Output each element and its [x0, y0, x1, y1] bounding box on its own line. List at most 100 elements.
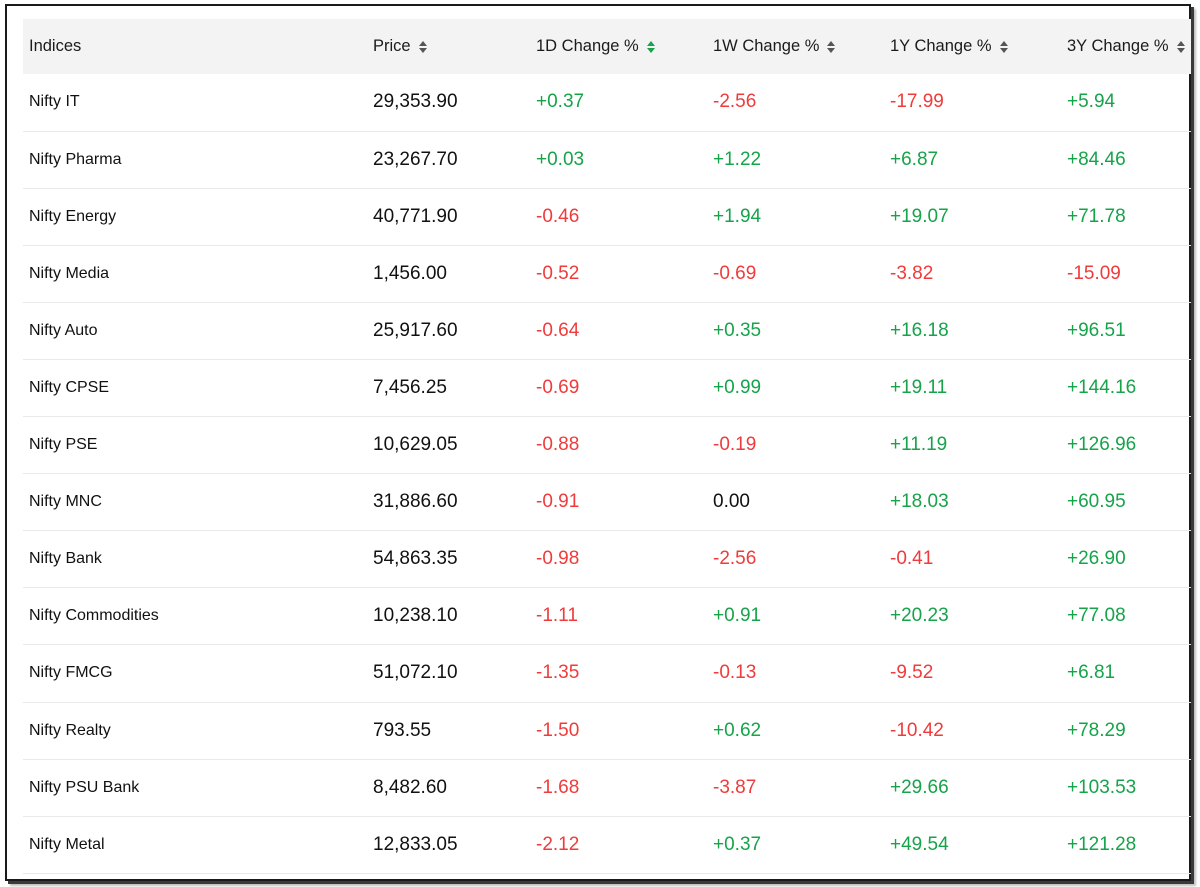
change-1y-cell: -3.82 — [890, 262, 934, 284]
price-cell: 12,833.05 — [373, 833, 458, 855]
table-row[interactable]: Nifty MNC 31,886.60 -0.91 0.00 +18.03 +60.95 — [23, 474, 1191, 531]
table-row[interactable]: Nifty CPSE 7,456.25 -0.69 +0.99 +19.11 +144.1… — [23, 359, 1191, 417]
change-3y-cell: +121.28 — [1067, 833, 1137, 855]
price-cell: 25,917.60 — [373, 319, 458, 341]
change-3y-cell: +96.51 — [1067, 319, 1126, 341]
price-cell: 1,456.00 — [373, 262, 447, 284]
column-header-label: 1W Change % — [713, 37, 820, 55]
change-1w-cell: +0.37 — [713, 833, 762, 855]
indices-table: Indices Price 1D Change % 1W Change % 1Y… — [23, 19, 1191, 874]
change-1y-cell: -10.42 — [890, 719, 944, 741]
price-cell: 31,886.60 — [373, 491, 458, 513]
index-name-cell[interactable]: Nifty PSU Bank — [29, 778, 140, 796]
table-row[interactable]: Nifty Media 1,456.00 -0.52 -0.69 -3.82 -15.09 — [23, 245, 1191, 303]
change-1y-cell: +18.03 — [890, 491, 949, 513]
change-3y-cell: +6.81 — [1067, 662, 1116, 684]
change-1d-cell: -0.52 — [536, 262, 580, 284]
index-name-cell[interactable]: Nifty FMCG — [29, 664, 113, 682]
change-3y-cell: +77.08 — [1067, 605, 1126, 627]
table-row[interactable]: Nifty IT 29,353.90 +0.37 -2.56 -17.99 +5.94 — [23, 74, 1191, 132]
change-3y-cell: +126.96 — [1067, 434, 1137, 456]
column-header-label: Indices — [29, 37, 82, 55]
index-name-cell[interactable]: Nifty CPSE — [29, 379, 110, 397]
change-3y-cell: -15.09 — [1067, 262, 1121, 284]
sort-toggle-icon[interactable] — [646, 40, 655, 53]
change-1y-cell: +6.87 — [890, 148, 939, 170]
table-row[interactable]: Nifty Pharma 23,267.70 +0.03 +1.22 +6.87 +84.… — [23, 131, 1191, 189]
change-1d-cell: -0.98 — [536, 548, 580, 570]
change-1w-cell: +0.91 — [713, 605, 762, 627]
table-row[interactable]: Nifty Commodities 10,238.10 -1.11 +0.91 +20.… — [23, 588, 1191, 645]
index-name-cell[interactable]: Nifty PSE — [29, 436, 98, 454]
index-name-cell[interactable]: Nifty Bank — [29, 550, 102, 568]
change-1w-cell: 0.00 — [713, 491, 750, 513]
change-3y-cell: +78.29 — [1067, 719, 1126, 741]
change-1w-cell: +1.22 — [713, 148, 762, 170]
change-1w-cell: +0.35 — [713, 319, 762, 341]
table-row[interactable]: Nifty PSE 10,629.05 -0.88 -0.19 +11.19 +126.9… — [23, 417, 1191, 474]
sort-toggle-icon[interactable] — [999, 40, 1008, 53]
change-1w-cell: -2.56 — [713, 548, 757, 570]
table-row[interactable]: Nifty Realty 793.55 -1.50 +0.62 -10.42 +78.29 — [23, 702, 1191, 760]
index-name-cell[interactable]: Nifty MNC — [29, 493, 102, 511]
change-3y-cell: +84.46 — [1067, 148, 1126, 170]
change-1d-cell: -1.11 — [536, 605, 578, 627]
change-1w-cell: -3.87 — [713, 776, 757, 798]
index-name-cell[interactable]: Nifty Realty — [29, 721, 111, 739]
change-1w-cell: -0.69 — [713, 262, 757, 284]
index-name-cell[interactable]: Nifty Energy — [29, 207, 117, 225]
price-cell: 23,267.70 — [373, 148, 458, 170]
change-1w-cell: -0.19 — [713, 434, 757, 456]
change-1y-cell: +16.18 — [890, 319, 949, 341]
change-1y-cell: +11.19 — [890, 434, 948, 456]
price-cell: 40,771.90 — [373, 205, 458, 227]
column-header-3y-change[interactable]: 3Y Change % — [1061, 19, 1191, 74]
change-3y-cell: +144.16 — [1067, 377, 1137, 399]
price-cell: 793.55 — [373, 719, 432, 741]
change-1y-cell: -0.41 — [890, 548, 934, 570]
change-1d-cell: -0.64 — [536, 319, 580, 341]
index-name-cell[interactable]: Nifty Commodities — [29, 607, 159, 625]
change-1y-cell: +29.66 — [890, 776, 949, 798]
change-1d-cell: -0.69 — [536, 377, 580, 399]
table-row[interactable]: Nifty Energy 40,771.90 -0.46 +1.94 +19.07 +71… — [23, 188, 1191, 246]
change-1w-cell: +0.99 — [713, 377, 762, 399]
change-1w-cell: -2.56 — [713, 91, 757, 113]
change-1y-cell: +19.11 — [890, 377, 948, 399]
sort-toggle-icon[interactable] — [418, 40, 427, 53]
change-3y-cell: +71.78 — [1067, 205, 1126, 227]
price-cell: 8,482.60 — [373, 776, 447, 798]
index-name-cell[interactable]: Nifty IT — [29, 93, 80, 111]
change-3y-cell: +60.95 — [1067, 491, 1126, 513]
column-header-1y-change[interactable]: 1Y Change % — [884, 19, 1061, 74]
change-1y-cell: -9.52 — [890, 662, 934, 684]
sort-toggle-icon[interactable] — [1176, 40, 1185, 53]
price-cell: 10,629.05 — [373, 434, 458, 456]
table-row[interactable]: Nifty FMCG 51,072.10 -1.35 -0.13 -9.52 +6.81 — [23, 645, 1191, 703]
change-1d-cell: -1.68 — [536, 776, 580, 798]
change-1d-cell: -0.46 — [536, 205, 580, 227]
price-cell: 54,863.35 — [373, 548, 458, 570]
column-header-1d-change[interactable]: 1D Change % — [530, 19, 707, 74]
column-header-label: Price — [373, 37, 411, 55]
table-row[interactable]: Nifty Metal 12,833.05 -2.12 +0.37 +49.54 +121… — [23, 816, 1191, 874]
sort-toggle-icon[interactable] — [827, 40, 836, 53]
change-1d-cell: -0.91 — [536, 491, 580, 513]
table-row[interactable]: Nifty Auto 25,917.60 -0.64 +0.35 +16.18 +96.5… — [23, 302, 1191, 360]
change-1w-cell: -0.13 — [713, 662, 757, 684]
table-row[interactable]: Nifty Bank 54,863.35 -0.98 -2.56 -0.41 +26.90 — [23, 531, 1191, 588]
column-header-price[interactable]: Price — [367, 19, 530, 74]
change-1d-cell: -0.88 — [536, 434, 580, 456]
change-1y-cell: +49.54 — [890, 833, 949, 855]
price-cell: 10,238.10 — [373, 605, 458, 627]
index-name-cell[interactable]: Nifty Media — [29, 264, 110, 282]
index-name-cell[interactable]: Nifty Metal — [29, 835, 105, 853]
index-name-cell[interactable]: Nifty Auto — [29, 321, 98, 339]
price-cell: 29,353.90 — [373, 91, 458, 113]
change-1y-cell: -17.99 — [890, 91, 944, 113]
index-name-cell[interactable]: Nifty Pharma — [29, 150, 122, 168]
column-header-1w-change[interactable]: 1W Change % — [707, 19, 884, 74]
change-3y-cell: +5.94 — [1067, 91, 1116, 113]
table-row[interactable]: Nifty PSU Bank 8,482.60 -1.68 -3.87 +29.66 +1… — [23, 759, 1191, 817]
column-header-label: 1D Change % — [536, 37, 639, 55]
